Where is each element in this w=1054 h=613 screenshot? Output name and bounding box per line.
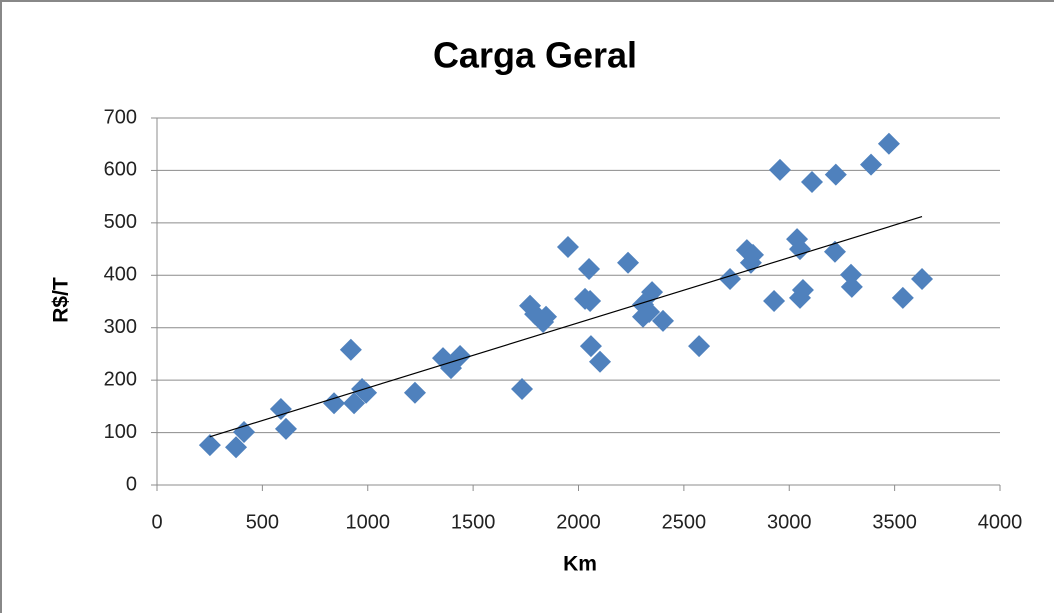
point <box>801 170 824 193</box>
point <box>274 417 297 440</box>
point <box>343 392 366 415</box>
point <box>269 397 292 420</box>
x-tick-label: 3500 <box>872 511 917 533</box>
point <box>840 275 863 298</box>
point <box>839 263 862 286</box>
point <box>891 286 914 309</box>
x-tick-label: 500 <box>246 511 279 533</box>
point <box>791 278 814 301</box>
trendline <box>209 215 923 438</box>
x-tick-label: 1500 <box>451 511 496 533</box>
point <box>617 251 640 274</box>
y-tick-label: 100 <box>104 421 137 443</box>
y-tick-label: 400 <box>104 264 137 286</box>
point <box>339 338 362 361</box>
point <box>652 309 675 332</box>
x-tick-label: 1000 <box>346 511 391 533</box>
point <box>579 289 602 312</box>
x-tick-label: 3000 <box>767 511 812 533</box>
y-tick-label: 0 <box>126 473 137 495</box>
point <box>323 392 346 415</box>
point <box>763 289 786 312</box>
x-tick-label: 2000 <box>556 511 601 533</box>
x-axis-label: Km <box>563 553 597 576</box>
point <box>535 305 558 328</box>
point <box>911 267 934 290</box>
point <box>823 240 846 263</box>
point <box>877 132 900 155</box>
point <box>638 300 661 323</box>
y-tick-label: 500 <box>104 211 137 233</box>
y-tick-label: 200 <box>104 368 137 390</box>
point <box>578 257 601 280</box>
point <box>641 281 664 304</box>
point <box>742 243 765 266</box>
point <box>198 434 221 457</box>
point <box>588 350 611 373</box>
x-tick-label: 0 <box>151 511 162 533</box>
point <box>403 381 426 404</box>
point <box>719 267 742 290</box>
point <box>225 436 248 459</box>
y-axis-label: R$/T <box>50 277 73 323</box>
point <box>824 163 847 186</box>
y-tick-label: 700 <box>104 106 137 128</box>
point <box>579 335 602 358</box>
point <box>860 153 883 176</box>
point <box>788 238 811 261</box>
point <box>688 335 711 358</box>
chart-title: Carga Geral <box>433 35 637 76</box>
point <box>233 421 256 444</box>
x-tick-label: 2500 <box>662 511 707 533</box>
x-tick-label: 4000 <box>978 511 1023 533</box>
point <box>556 235 579 258</box>
point <box>511 378 534 401</box>
point <box>768 158 791 181</box>
y-tick-label: 300 <box>104 316 137 338</box>
y-tick-label: 600 <box>104 159 137 181</box>
